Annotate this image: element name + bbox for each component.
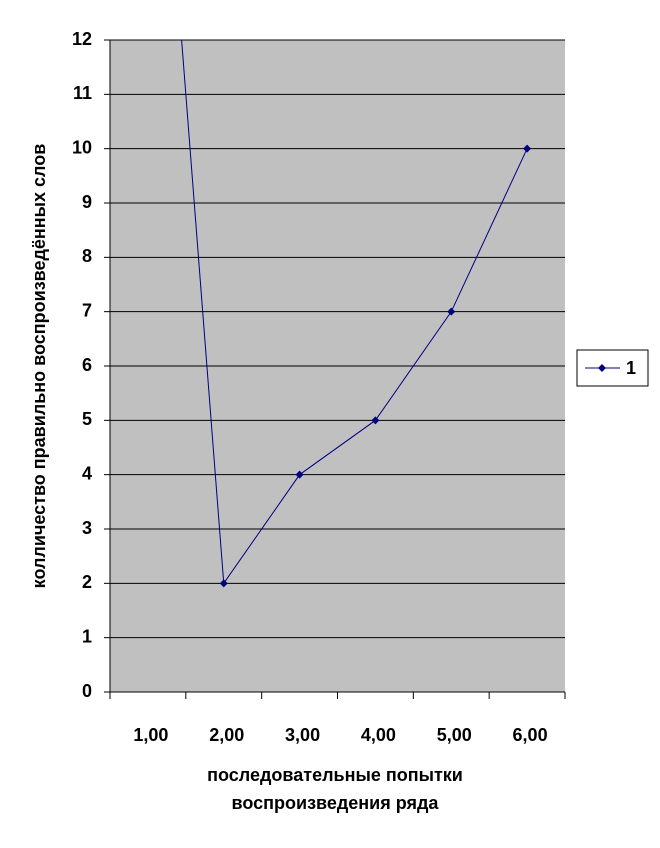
marker <box>371 416 380 425</box>
y-tick-label: 6 <box>82 355 92 375</box>
x-tick-label: 4,00 <box>361 725 396 745</box>
x-tick-label: 5,00 <box>437 725 472 745</box>
y-tick-label: 0 <box>82 681 92 701</box>
marker <box>523 144 532 153</box>
y-tick-label: 12 <box>72 29 92 49</box>
plot-clip <box>181 40 532 588</box>
legend-label: 1 <box>626 358 636 378</box>
y-tick-label: 3 <box>82 518 92 538</box>
x-tick-label: 2,00 <box>209 725 244 745</box>
y-tick-label: 11 <box>73 83 92 103</box>
y-axis-title: колличество правильно воспроизведённых с… <box>29 144 49 589</box>
y-tick-label: 5 <box>82 409 92 429</box>
line <box>181 40 528 585</box>
y-tick-label: 8 <box>82 246 92 266</box>
y-tick-label: 2 <box>82 572 92 592</box>
y-tick-label: 10 <box>72 137 92 157</box>
y-tick-label: 7 <box>82 300 92 320</box>
legend-marker <box>598 364 606 372</box>
marker <box>219 579 228 588</box>
x-tick-label: 6,00 <box>513 725 548 745</box>
x-axis-title: последовательные попытки <box>207 765 463 785</box>
x-tick-label: 1,00 <box>133 725 168 745</box>
marker <box>295 470 304 479</box>
marker <box>447 307 456 316</box>
y-tick-label: 9 <box>82 192 92 212</box>
y-tick-label: 1 <box>82 626 92 646</box>
x-tick-label: 3,00 <box>285 725 320 745</box>
y-tick-label: 4 <box>82 463 92 483</box>
x-axis-title: воспроизведения ряда <box>232 793 440 813</box>
